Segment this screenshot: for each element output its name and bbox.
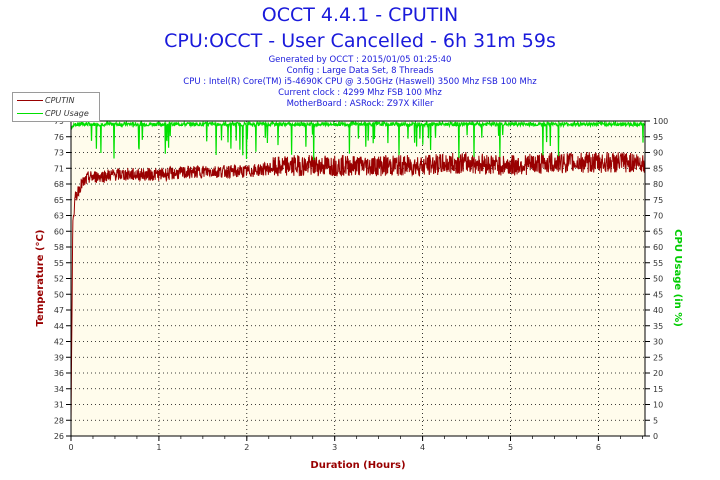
y-tick-label-left: 63 xyxy=(54,212,64,221)
x-tick-label: 6 xyxy=(596,443,601,452)
info-clock: Current clock : 4299 Mhz FSB 100 Mhz xyxy=(278,88,442,98)
y-tick-label-left: 47 xyxy=(54,306,64,315)
cpu-usage-line xyxy=(70,120,646,161)
legend-item-cputin: CPUTIN xyxy=(13,94,99,107)
y-tick-label-right: 5 xyxy=(653,416,658,425)
y-tick-label-left: 71 xyxy=(54,164,64,173)
y-tick-label-right: 95 xyxy=(653,133,663,142)
info-cpu: CPU : Intel(R) Core(TM) i5-4690K CPU @ 3… xyxy=(183,77,537,87)
y-tick-label-left: 31 xyxy=(54,401,64,410)
legend: CPUTIN CPU Usage xyxy=(12,92,100,122)
y-tick-label-right: 80 xyxy=(653,180,663,189)
info-motherboard: MotherBoard : ASRock: Z97X Killer xyxy=(286,99,434,109)
y-tick-label-left: 44 xyxy=(54,322,64,331)
series-cputin xyxy=(70,151,646,425)
y-tick-label-left: 39 xyxy=(54,353,64,362)
y-tick-label-right: 85 xyxy=(653,164,663,173)
y-tick-label-right: 65 xyxy=(653,227,663,236)
x-tick-label: 1 xyxy=(156,443,161,452)
y-tick-label-left: 76 xyxy=(54,133,64,142)
y-tick-label-left: 60 xyxy=(54,227,64,236)
y-tick-label-right: 100 xyxy=(653,117,668,126)
cputin-line xyxy=(70,151,646,425)
y-tick-label-left: 28 xyxy=(54,416,64,425)
y-tick-label-left: 73 xyxy=(54,149,64,158)
series-cpu-usage xyxy=(70,120,646,161)
y-tick-label-left: 52 xyxy=(54,275,64,284)
y-tick-label-right: 40 xyxy=(653,306,663,315)
x-tick-label: 0 xyxy=(68,443,73,452)
axes: 2628313436394244475052555860636568717376… xyxy=(54,117,668,452)
y-tick-label-right: 45 xyxy=(653,290,663,299)
legend-label-cputin: CPUTIN xyxy=(45,96,75,105)
y-axis-label-right: CPU Usage (in %) xyxy=(672,229,683,327)
info-config: Config : Large Data Set, 8 Threads xyxy=(286,66,434,76)
plot-border xyxy=(70,120,646,437)
y-axis-label-left: Temperature (°C) xyxy=(35,230,46,327)
y-tick-label-right: 35 xyxy=(653,322,663,331)
legend-swatch-cpu-usage xyxy=(17,113,43,114)
info-generated: Generated by OCCT : 2015/01/05 01:25:40 xyxy=(268,55,452,65)
x-tick-label: 2 xyxy=(244,443,249,452)
y-tick-label-right: 90 xyxy=(653,149,663,158)
y-tick-label-right: 25 xyxy=(653,353,663,362)
legend-label-cpu-usage: CPU Usage xyxy=(45,109,89,118)
y-tick-label-left: 50 xyxy=(54,290,64,299)
y-tick-label-left: 55 xyxy=(54,259,64,268)
y-tick-label-right: 20 xyxy=(653,369,663,378)
y-tick-label-right: 60 xyxy=(653,243,663,252)
y-tick-label-left: 26 xyxy=(54,432,64,441)
y-tick-label-right: 70 xyxy=(653,212,663,221)
y-tick-label-left: 68 xyxy=(54,180,64,189)
y-tick-label-right: 0 xyxy=(653,432,658,441)
chart-title: OCCT 4.4.1 - CPUTIN xyxy=(261,4,459,26)
x-tick-label: 5 xyxy=(508,443,513,452)
y-tick-label-right: 75 xyxy=(653,196,663,205)
y-tick-label-left: 42 xyxy=(54,338,64,347)
x-tick-label: 3 xyxy=(332,443,337,452)
legend-item-cpu-usage: CPU Usage xyxy=(13,107,99,120)
y-tick-label-right: 55 xyxy=(653,259,663,268)
y-tick-label-right: 30 xyxy=(653,338,663,347)
y-tick-label-right: 10 xyxy=(653,401,663,410)
y-tick-label-left: 65 xyxy=(54,196,64,205)
y-tick-label-right: 50 xyxy=(653,275,663,284)
chart-subtitle: CPU:OCCT - User Cancelled - 6h 31m 59s xyxy=(164,30,556,52)
x-tick-label: 4 xyxy=(420,443,425,452)
x-axis-label: Duration (Hours) xyxy=(310,460,405,471)
y-tick-label-left: 34 xyxy=(54,385,64,394)
legend-swatch-cputin xyxy=(17,100,43,101)
y-tick-label-left: 58 xyxy=(54,243,64,252)
y-tick-label-left: 36 xyxy=(54,369,64,378)
y-tick-label-right: 15 xyxy=(653,385,663,394)
